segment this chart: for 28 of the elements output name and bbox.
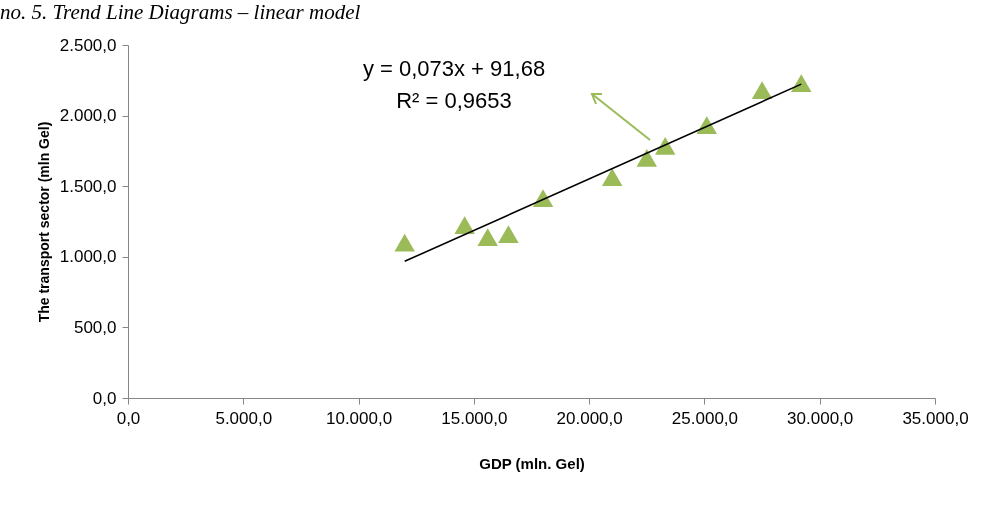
point — [454, 216, 475, 234]
point — [477, 228, 498, 246]
point — [498, 225, 519, 244]
chart-title: no. 5. Trend Line Diagrams – linear model — [0, 0, 361, 25]
x-tick-label: 10.000,0 — [325, 408, 393, 428]
y-tick-label: 0,0 — [92, 388, 117, 408]
y-tick-label: 500,0 — [73, 317, 117, 337]
point — [654, 137, 676, 155]
annotation: R² = 0,9653 — [396, 88, 512, 113]
x-axis-title: GDP (mln. Gel) — [479, 454, 585, 472]
x-tick-label: 35.000,0 — [902, 408, 969, 428]
point — [791, 74, 812, 92]
x-tick-label: 0,0 — [116, 408, 141, 428]
point — [394, 233, 415, 252]
y-tick-label: 1.000,0 — [59, 247, 117, 267]
y-tick-label: 2.500,0 — [59, 35, 117, 55]
y-tick-label: 2.000,0 — [59, 106, 117, 126]
point — [636, 149, 658, 167]
x-tick-label: 5.000,0 — [215, 408, 273, 428]
y-tick-label: 1.500,0 — [59, 176, 117, 196]
x-tick-label: 25.000,0 — [671, 408, 739, 428]
annotation: y = 0,073x + 91,68 — [362, 56, 546, 81]
point — [601, 168, 623, 186]
x-tick-label: 15.000,0 — [441, 408, 508, 428]
x-tick-label: 30.000,0 — [787, 408, 854, 428]
x-tick-label: 20.000,0 — [556, 408, 623, 428]
y-axis-title: The transport sector (mln Gel) — [35, 121, 52, 323]
point — [751, 81, 773, 100]
